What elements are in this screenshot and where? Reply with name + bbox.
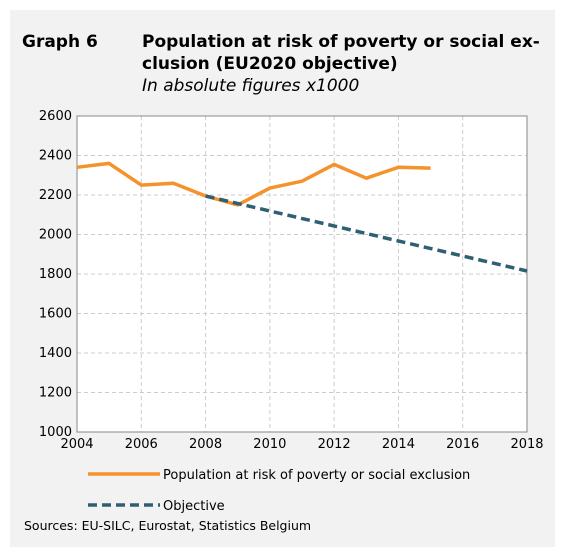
y-tick-label: 1200 bbox=[39, 386, 72, 401]
x-tick-label: 2008 bbox=[189, 437, 222, 452]
x-tick-label: 2016 bbox=[446, 437, 479, 452]
source-note: Sources: EU-SILC, Eurostat, Statistics B… bbox=[24, 518, 312, 533]
y-tick-label: 1800 bbox=[39, 267, 72, 282]
chart-subtitle: In absolute figures x1000 bbox=[142, 76, 360, 96]
plot-border bbox=[76, 115, 528, 433]
graph-label: Graph 6 bbox=[22, 32, 98, 52]
legend-label: Objective bbox=[163, 499, 225, 514]
y-tick-label: 2200 bbox=[39, 188, 72, 203]
y-tick-label: 2600 bbox=[39, 109, 72, 124]
x-tick-label: 2006 bbox=[125, 437, 158, 452]
x-tick-label: 2004 bbox=[60, 437, 93, 452]
chart-title-line-2: clusion (EU2020 objective) bbox=[142, 54, 398, 74]
legend-label: Population at risk of poverty or social … bbox=[163, 468, 470, 483]
x-tick-label: 2010 bbox=[253, 437, 286, 452]
x-tick-label: 2012 bbox=[318, 437, 351, 452]
y-tick-label: 2000 bbox=[39, 228, 72, 243]
x-tick-label: 2014 bbox=[382, 437, 415, 452]
population-series-line bbox=[76, 161, 431, 207]
y-tick-label: 2400 bbox=[39, 149, 72, 164]
y-tick-label: 1600 bbox=[39, 307, 72, 322]
y-tick-label: 1400 bbox=[39, 346, 72, 361]
x-tick-label: 2018 bbox=[510, 437, 543, 452]
y-tick-label: 1000 bbox=[39, 425, 72, 440]
chart-title-line-1: Population at risk of poverty or social … bbox=[142, 32, 540, 52]
